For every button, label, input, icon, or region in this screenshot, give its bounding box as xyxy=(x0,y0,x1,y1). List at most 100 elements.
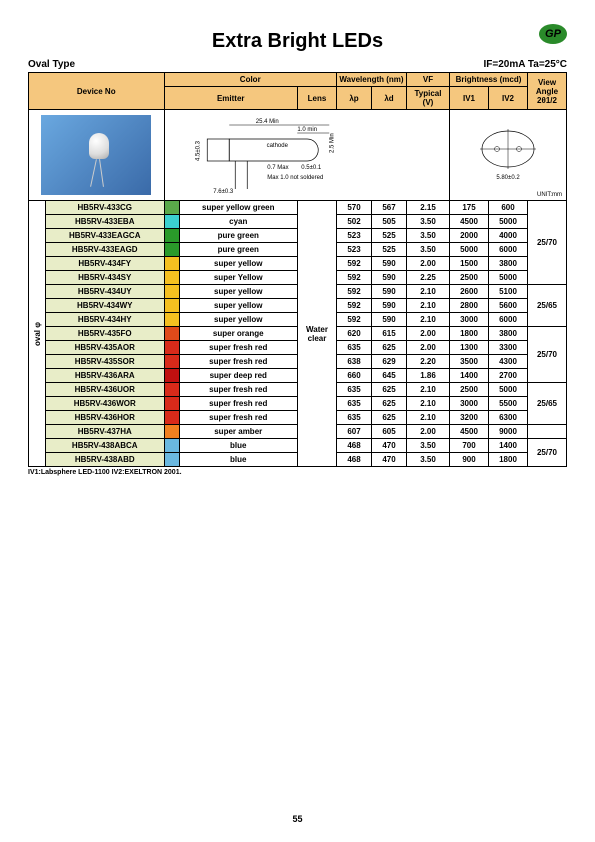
hdr-vf: VF xyxy=(407,73,450,87)
device-no: HB5RV-434WY xyxy=(46,299,165,313)
cell-iv1: 2000 xyxy=(450,229,489,243)
emitter: super fresh red xyxy=(179,341,298,355)
cell-lp: 570 xyxy=(337,201,372,215)
color-chip xyxy=(164,243,179,257)
table-row: oval φHB5RV-433CGsuper yellow greenWater… xyxy=(29,201,567,215)
led-top-svg: 5.80±0.2 xyxy=(450,111,566,197)
color-chip xyxy=(164,355,179,369)
cell-ld: 470 xyxy=(372,439,407,453)
unit-label: UNIT:mm xyxy=(537,192,562,198)
cell-iv1: 1300 xyxy=(450,341,489,355)
cell-iv2: 5600 xyxy=(489,299,528,313)
cell-iv1: 2600 xyxy=(450,285,489,299)
footnote: IV1:Labsphere LED-1100 IV2:EXELTRON 2001… xyxy=(28,469,567,476)
led-photo xyxy=(41,115,151,195)
emitter: super amber xyxy=(179,425,298,439)
cell-ld: 625 xyxy=(372,341,407,355)
cell-ld: 625 xyxy=(372,383,407,397)
hdr-lens: Lens xyxy=(298,87,337,110)
cell-ld: 590 xyxy=(372,257,407,271)
subtitle: Oval Type xyxy=(28,59,75,70)
cell-iv2: 5100 xyxy=(489,285,528,299)
color-chip xyxy=(164,439,179,453)
cell-vf: 2.10 xyxy=(407,411,450,425)
device-no: HB5RV-433CG xyxy=(46,201,165,215)
color-chip xyxy=(164,425,179,439)
cell-iv2: 5000 xyxy=(489,215,528,229)
cell-iv2: 4300 xyxy=(489,355,528,369)
cell-iv2: 5500 xyxy=(489,397,528,411)
cell-ld: 605 xyxy=(372,425,407,439)
emitter: super deep red xyxy=(179,369,298,383)
color-chip xyxy=(164,299,179,313)
svg-text:4.5±0.3: 4.5±0.3 xyxy=(195,140,201,161)
cell-vf: 3.50 xyxy=(407,453,450,467)
emitter: blue xyxy=(179,453,298,467)
device-no: HB5RV-434UY xyxy=(46,285,165,299)
hdr-emitter: Emitter xyxy=(164,87,298,110)
color-chip xyxy=(164,341,179,355)
color-chip xyxy=(164,383,179,397)
led-table: Device No Color Wavelength (nm) VF Brigh… xyxy=(28,72,567,467)
hdr-iv2: IV2 xyxy=(489,87,528,110)
cell-lp: 635 xyxy=(337,383,372,397)
emitter: super yellow green xyxy=(179,201,298,215)
cell-vf: 2.00 xyxy=(407,257,450,271)
cell-lp: 468 xyxy=(337,439,372,453)
cell-iv1: 1800 xyxy=(450,327,489,341)
cell-iv1: 4500 xyxy=(450,425,489,439)
device-no: HB5RV-436WOR xyxy=(46,397,165,411)
cell-iv1: 3200 xyxy=(450,411,489,425)
emitter: cyan xyxy=(179,215,298,229)
page-number: 55 xyxy=(0,814,595,824)
cell-lp: 592 xyxy=(337,285,372,299)
view-angle xyxy=(528,425,567,439)
hdr-view: View Angle 2θ1/2 xyxy=(528,73,567,110)
cell-iv1: 3000 xyxy=(450,313,489,327)
hdr-color: Color xyxy=(164,73,337,87)
cell-lp: 660 xyxy=(337,369,372,383)
color-chip xyxy=(164,453,179,467)
cell-iv2: 2700 xyxy=(489,369,528,383)
color-chip xyxy=(164,215,179,229)
cell-ld: 590 xyxy=(372,285,407,299)
cell-ld: 470 xyxy=(372,453,407,467)
cell-ld: 645 xyxy=(372,369,407,383)
cell-vf: 2.00 xyxy=(407,425,450,439)
cell-iv2: 1800 xyxy=(489,453,528,467)
cell-lp: 592 xyxy=(337,313,372,327)
svg-text:2.5 Min: 2.5 Min xyxy=(329,133,335,153)
cell-lp: 635 xyxy=(337,341,372,355)
cell-ld: 590 xyxy=(372,271,407,285)
cell-ld: 567 xyxy=(372,201,407,215)
emitter: super orange xyxy=(179,327,298,341)
cell-vf: 2.10 xyxy=(407,285,450,299)
hdr-wavelength: Wavelength (nm) xyxy=(337,73,407,87)
dimension-drawing-top: 5.80±0.2 UNIT:mm xyxy=(450,110,567,201)
cell-iv2: 600 xyxy=(489,201,528,215)
color-chip xyxy=(164,257,179,271)
cell-ld: 590 xyxy=(372,313,407,327)
cell-iv2: 3800 xyxy=(489,257,528,271)
cell-lp: 523 xyxy=(337,229,372,243)
emitter: super yellow xyxy=(179,285,298,299)
color-chip xyxy=(164,229,179,243)
side-label: oval φ xyxy=(29,201,46,467)
device-no: HB5RV-438ABD xyxy=(46,453,165,467)
device-no: HB5RV-435FO xyxy=(46,327,165,341)
emitter: super fresh red xyxy=(179,411,298,425)
cell-lp: 620 xyxy=(337,327,372,341)
view-angle: 25/70 xyxy=(528,201,567,285)
cell-vf: 2.00 xyxy=(407,327,450,341)
led-photo-cell xyxy=(29,110,165,201)
cell-iv1: 900 xyxy=(450,453,489,467)
cell-iv1: 4500 xyxy=(450,215,489,229)
svg-text:1.0 min: 1.0 min xyxy=(297,127,317,133)
cell-ld: 615 xyxy=(372,327,407,341)
cell-iv1: 2500 xyxy=(450,383,489,397)
cell-lp: 638 xyxy=(337,355,372,369)
gp-logo: GP xyxy=(539,24,567,44)
color-chip xyxy=(164,285,179,299)
hdr-iv1: IV1 xyxy=(450,87,489,110)
view-angle: 25/65 xyxy=(528,383,567,425)
